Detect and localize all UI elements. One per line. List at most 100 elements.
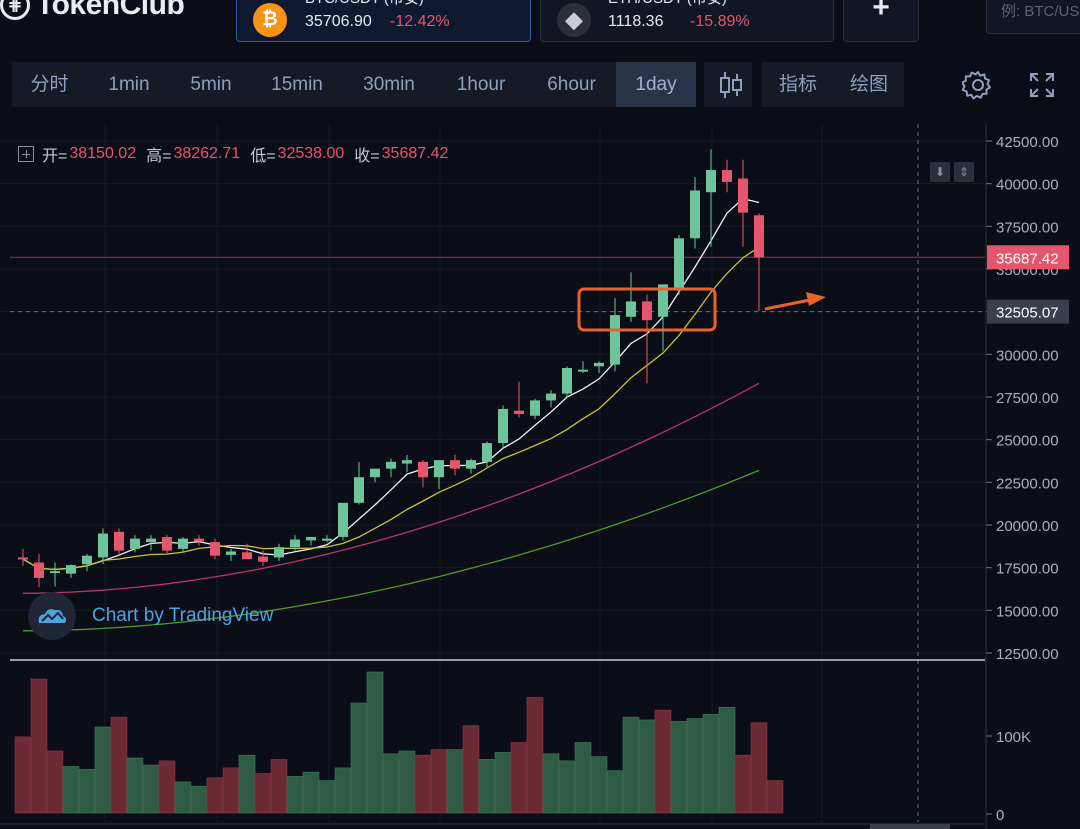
candle-body (482, 443, 492, 462)
candle-body (178, 538, 188, 549)
volume-bar (110, 716, 128, 814)
moving-average-lines (22, 197, 760, 632)
interval-1min[interactable]: 1min (108, 74, 150, 95)
volume-bar (398, 750, 416, 814)
candle-body (98, 533, 108, 558)
volume-bar (574, 742, 592, 814)
volume-bar (302, 771, 320, 814)
candle-body (322, 538, 332, 541)
candle-body (242, 552, 252, 560)
axis-tick-label: 12500.00 (996, 646, 1059, 663)
volume-bar (350, 702, 368, 814)
volume-bar (30, 678, 48, 814)
volume-bar (462, 725, 480, 814)
candle-body (578, 369, 588, 372)
interval-15min[interactable]: 15min (271, 74, 323, 95)
app-logo[interactable]: ⋕ TokenClub (0, 0, 185, 21)
interval-5min[interactable]: 5min (190, 74, 232, 95)
volume-bar (718, 706, 736, 814)
volume-bar (526, 697, 544, 814)
time-axis-scroll (870, 824, 950, 829)
axis-tick-label: 30000.00 (996, 347, 1059, 364)
volume-bar (670, 721, 688, 814)
coin-price: 35706.90 (305, 13, 372, 30)
volume-bar (14, 736, 32, 814)
candle-body (402, 460, 412, 464)
draw-button[interactable]: 绘图 (849, 74, 888, 95)
candle-body (610, 315, 620, 365)
volume-bar (606, 770, 624, 814)
volume-bar (558, 760, 576, 814)
volume-bar (542, 753, 560, 814)
candle-body (162, 536, 172, 551)
volume-bars (14, 671, 784, 814)
candle-body (546, 393, 556, 401)
last-price-label: 35687.42 (996, 250, 1059, 267)
volume-bar (686, 718, 704, 814)
axis-tick-label: 17500.00 (996, 561, 1059, 578)
interval-timeline[interactable]: 分时 (30, 74, 69, 95)
candle-style-icon[interactable] (706, 62, 756, 107)
volume-bar (62, 766, 80, 814)
scale-down-icon[interactable]: ⬇ (930, 162, 950, 182)
candle-body (434, 460, 444, 478)
coin-tab-btc[interactable]: ₿ BTC/USDT (币安) 35706.90 -12.42% (236, 0, 531, 42)
volume-bar (414, 754, 432, 814)
volume-bar (702, 713, 720, 814)
close-label: 收= (354, 148, 380, 165)
interval-1day[interactable]: 1day (616, 62, 696, 107)
scale-buttons: ⬇ ⇕ (930, 162, 974, 182)
candle-body (738, 178, 748, 213)
search-input[interactable] (1001, 3, 1080, 20)
low-value: 32538.00 (277, 145, 345, 162)
fullscreen-icon[interactable] (1020, 62, 1064, 107)
volume-bar (286, 776, 304, 814)
volume-bar (318, 780, 336, 814)
volume-bar (206, 777, 224, 814)
volume-bar (510, 742, 528, 814)
ethereum-icon: ◆ (557, 3, 591, 37)
add-pair-button[interactable]: + (843, 0, 919, 42)
candle-body (514, 410, 524, 415)
interval-1hour[interactable]: 1hour (456, 74, 506, 95)
coin-price: 1118.36 (608, 13, 664, 30)
axis-tick-label: 40000.00 (996, 177, 1059, 194)
volume-bar (494, 752, 512, 814)
axis-tick-label: 25000.00 (996, 433, 1059, 450)
ma60-line (22, 469, 760, 632)
volume-bar (750, 722, 768, 814)
candle-body (626, 301, 636, 317)
close-value: 35687.42 (381, 145, 449, 162)
coin-pair-label: BTC/USDT (币安) (305, 0, 424, 8)
interval-6hour[interactable]: 6hour (547, 74, 596, 95)
search-box (986, 0, 1080, 34)
volume-bar (430, 749, 448, 814)
candle-body (18, 557, 28, 560)
coin-pair-label: ETH/USDT (币安) (608, 0, 727, 8)
high-label: 高= (146, 148, 172, 165)
scale-fit-icon[interactable]: ⇕ (954, 162, 974, 182)
axis-tick-label: 20000.00 (996, 518, 1059, 535)
interval-30min[interactable]: 30min (363, 74, 415, 95)
candle-body (530, 400, 540, 416)
candle-body (498, 408, 508, 444)
settings-gear-icon[interactable] (954, 62, 1002, 107)
volume-bar (446, 749, 464, 814)
bitcoin-icon: ₿ (253, 3, 287, 37)
axis-tick-label: 27500.00 (996, 390, 1059, 407)
candle-body (258, 556, 268, 562)
crosshair-price-label-bg (987, 299, 1069, 324)
candle-body (226, 551, 236, 555)
tradingview-watermark[interactable]: Chart by TradingView (28, 592, 273, 640)
coin-tab-eth[interactable]: ◆ ETH/USDT (币安) 1118.36 -15.89% (540, 0, 834, 42)
volume-bar (638, 719, 656, 814)
expand-legend-icon[interactable] (18, 146, 34, 162)
open-label: 开= (42, 148, 68, 165)
axis-background (986, 124, 1080, 829)
volume-bar (270, 759, 288, 814)
volume-bar (334, 767, 352, 814)
candle-body (34, 562, 44, 578)
volume-bar (734, 754, 752, 814)
indicators-button[interactable]: 指标 (778, 74, 817, 95)
